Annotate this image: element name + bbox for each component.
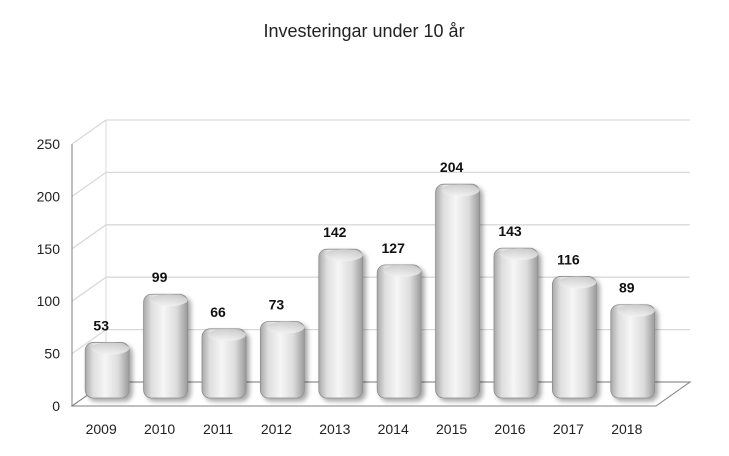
bar-top	[266, 321, 305, 334]
gridline-side	[71, 276, 107, 302]
x-tick-label: 2009	[86, 421, 117, 437]
data-label: 53	[93, 317, 109, 333]
x-tick-label: 2012	[261, 421, 292, 437]
x-tick-label: 2014	[378, 421, 409, 437]
x-tick-label: 2010	[144, 421, 175, 437]
gridline-side	[71, 119, 107, 145]
gridline-side	[71, 329, 107, 355]
x-tick-label: 2011	[203, 421, 233, 437]
x-tick-label: 2018	[611, 421, 642, 437]
bar	[493, 247, 539, 399]
gridline-side	[71, 224, 107, 250]
bar-top	[149, 294, 188, 307]
bar	[318, 248, 364, 399]
data-label: 204	[440, 159, 464, 175]
data-label: 73	[269, 296, 285, 312]
bar-top	[616, 304, 655, 317]
bar-body	[552, 276, 597, 399]
bar-body	[610, 304, 656, 399]
bar-body	[376, 264, 422, 399]
data-label: 143	[498, 223, 522, 239]
bar-top	[208, 328, 246, 341]
bar	[610, 304, 656, 399]
data-label: 116	[557, 251, 580, 267]
bar-top	[91, 342, 130, 355]
bar	[552, 276, 597, 399]
data-label: 66	[210, 304, 226, 320]
bar-body	[435, 183, 481, 399]
data-labels: 53 99 66 73 142 127 204 143 116 89	[93, 159, 634, 333]
bar-top	[500, 248, 538, 261]
bar-body	[201, 328, 247, 399]
y-tick-label: 100	[37, 293, 61, 309]
bar-top	[324, 249, 363, 262]
y-tick-label: 0	[52, 398, 60, 414]
data-label: 127	[382, 240, 406, 256]
bar	[259, 321, 305, 399]
y-tick-label: 200	[37, 188, 61, 204]
chart-title: Investeringar under 10 år	[263, 21, 464, 41]
y-axis-ticks: 0 50 100 150 200 250	[37, 136, 61, 414]
bar	[143, 293, 189, 399]
bar	[84, 342, 130, 399]
bar	[376, 264, 422, 399]
bar	[435, 183, 481, 399]
bar-top	[441, 184, 480, 197]
y-tick-label: 150	[37, 241, 61, 257]
data-label: 89	[619, 280, 635, 296]
bar-top	[558, 276, 597, 289]
bar-body	[259, 321, 305, 399]
bars	[84, 183, 656, 399]
y-tick-label: 250	[37, 136, 61, 152]
data-label: 142	[323, 224, 347, 240]
x-tick-label: 2016	[494, 421, 525, 437]
bar-top	[383, 264, 422, 277]
data-label: 99	[152, 269, 168, 285]
x-tick-label: 2017	[553, 421, 584, 437]
gridline-side	[71, 171, 107, 197]
x-tick-label: 2015	[436, 421, 467, 437]
x-tick-label: 2013	[319, 421, 350, 437]
bar	[201, 328, 247, 399]
bar-body	[84, 342, 130, 399]
y-tick-label: 50	[44, 346, 60, 362]
bar-body	[318, 248, 364, 399]
x-axis-ticks: 2009 2010 2011 2012 2013 2014 2015 2016 2017 2018	[86, 421, 643, 437]
bar-body	[493, 247, 539, 399]
bar-body	[143, 293, 189, 399]
